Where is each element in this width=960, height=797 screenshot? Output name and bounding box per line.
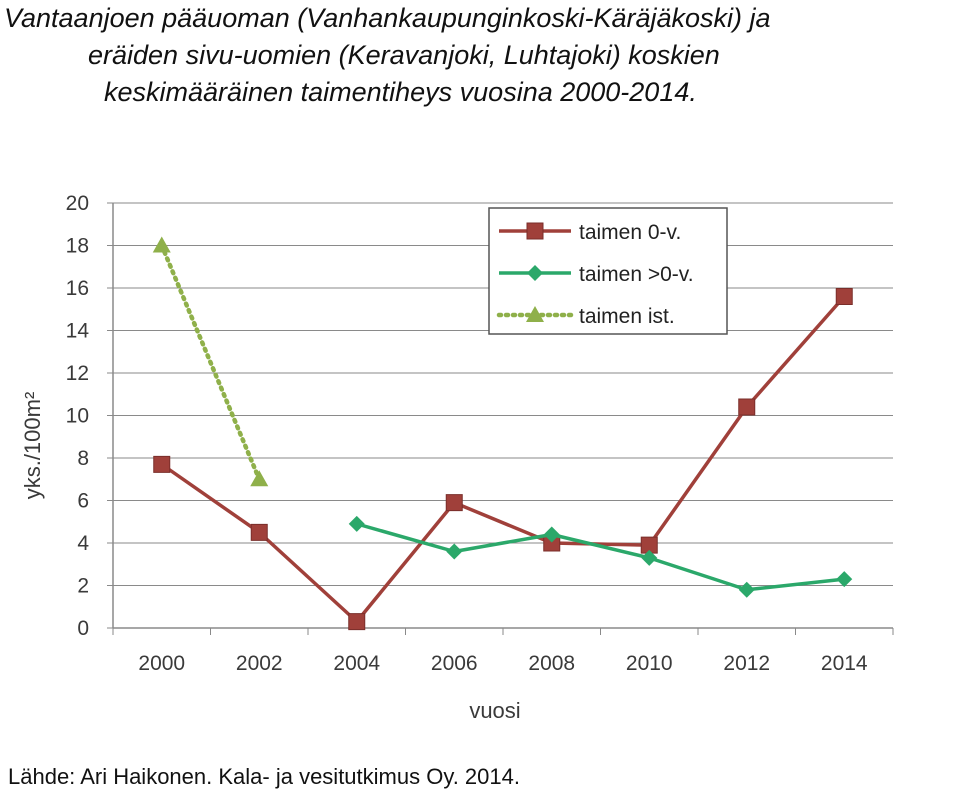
chart-title: Vantaanjoen pääuoman (Vanhankaupunginkos… <box>0 0 960 111</box>
y-tick-label: 10 <box>66 405 89 428</box>
y-tick-label: 16 <box>66 277 89 300</box>
x-tick-label: 2000 <box>138 652 185 675</box>
data-point <box>445 494 463 512</box>
title-line-3: keskimääräinen taimentiheys vuosina 2000… <box>104 77 697 107</box>
data-point <box>250 523 268 541</box>
data-point <box>543 526 560 543</box>
y-tick-label: 14 <box>66 320 90 343</box>
x-tick-label: 2004 <box>333 652 380 675</box>
title-line-2: eräiden sivu-uomien (Keravanjoki, Luhtaj… <box>88 40 720 70</box>
y-tick-label: 18 <box>66 235 89 258</box>
series-2 <box>348 515 853 598</box>
line-chart: 0 2 4 6 8 10 12 14 16 18 20 2000 2002 2004 2006 2008 201… <box>20 192 894 723</box>
y-tick-label: 4 <box>77 532 89 555</box>
legend-label: taimen >0-v. <box>579 263 694 286</box>
legend-marker <box>527 265 543 281</box>
legend-label: taimen ist. <box>579 305 675 328</box>
x-tick-label: 2010 <box>626 652 673 675</box>
y-tick-label: 12 <box>66 362 89 385</box>
series-line <box>356 522 845 592</box>
data-point <box>738 398 756 416</box>
data-point <box>153 455 171 473</box>
legend-marker <box>526 306 544 322</box>
x-tick-label: 2006 <box>431 652 478 675</box>
series-line <box>159 243 262 482</box>
x-tick-label: 2002 <box>236 652 283 675</box>
y-tick-label: 20 <box>66 192 89 215</box>
source-note: Lähde: Ari Haikonen. Kala- ja vesitutkim… <box>8 764 520 789</box>
x-tick-label: 2014 <box>821 652 868 675</box>
data-point <box>738 581 755 598</box>
data-point <box>250 470 269 487</box>
data-point <box>348 613 366 631</box>
title-line-1: Vantaanjoen pääuoman (Vanhankaupunginkos… <box>4 3 771 33</box>
data-point <box>641 549 658 566</box>
y-tick-label: 6 <box>77 490 89 513</box>
series-3 <box>152 236 269 487</box>
data-point <box>446 543 463 560</box>
y-axis-title: yks./100m² <box>20 392 45 500</box>
x-tick-label: 2012 <box>723 652 770 675</box>
y-tick-label: 2 <box>77 575 89 598</box>
data-point <box>835 288 853 305</box>
data-point <box>152 236 171 253</box>
y-tick-label: 0 <box>77 617 89 640</box>
data-point <box>836 571 853 588</box>
legend: taimen 0-v. taimen >0-v. taimen ist. <box>488 207 728 335</box>
x-tick-label: 2008 <box>528 652 575 675</box>
y-tick-label: 8 <box>77 447 89 470</box>
x-axis-title: vuosi <box>469 698 520 723</box>
legend-marker <box>526 222 544 240</box>
legend-label: taimen 0-v. <box>579 221 681 244</box>
data-point <box>348 515 365 532</box>
series-line <box>160 295 846 624</box>
